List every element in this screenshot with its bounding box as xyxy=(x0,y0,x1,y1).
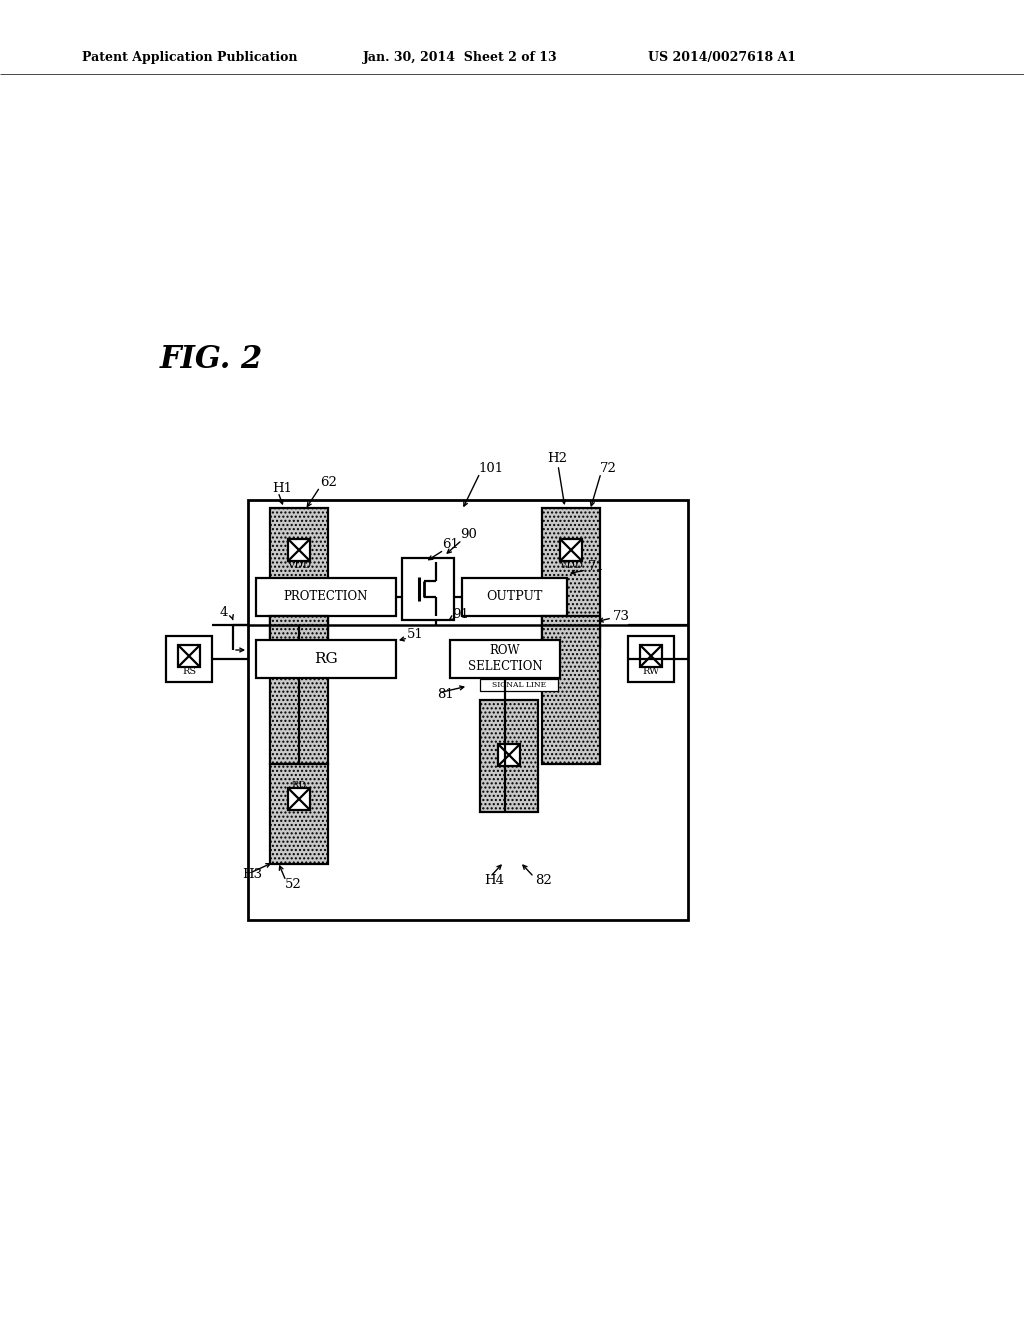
Bar xyxy=(542,616,600,764)
Text: RS: RS xyxy=(182,668,196,676)
Text: PROTECTION: PROTECTION xyxy=(284,590,369,603)
Bar xyxy=(178,645,200,667)
Bar xyxy=(450,640,560,678)
Bar xyxy=(270,764,328,865)
Text: OUTPUT: OUTPUT xyxy=(486,590,543,603)
Text: H1: H1 xyxy=(272,482,292,495)
Text: VDD: VDD xyxy=(559,561,583,570)
Text: SELECTION: SELECTION xyxy=(468,660,543,673)
Bar xyxy=(256,640,396,678)
Text: SIGNAL LINE: SIGNAL LINE xyxy=(492,681,546,689)
Text: 81: 81 xyxy=(437,689,454,701)
Text: 72: 72 xyxy=(600,462,616,474)
Text: 4: 4 xyxy=(219,606,228,619)
Text: VDD: VDD xyxy=(287,561,311,570)
Bar xyxy=(480,700,538,812)
Bar xyxy=(480,678,558,690)
Text: RD: RD xyxy=(292,780,306,789)
Bar xyxy=(498,744,520,766)
Bar xyxy=(462,578,567,616)
Bar xyxy=(288,539,310,561)
Bar xyxy=(628,636,674,682)
Bar xyxy=(256,578,396,616)
Text: H2: H2 xyxy=(547,451,567,465)
Text: 71: 71 xyxy=(588,561,605,573)
Text: 90: 90 xyxy=(460,528,477,541)
Bar xyxy=(402,558,454,620)
Bar xyxy=(640,645,662,667)
Bar xyxy=(166,636,212,682)
Text: 62: 62 xyxy=(319,477,337,490)
Bar xyxy=(270,508,328,648)
Text: 52: 52 xyxy=(285,878,302,891)
Text: 61: 61 xyxy=(442,539,459,552)
Text: US 2014/0027618 A1: US 2014/0027618 A1 xyxy=(648,50,796,63)
Text: H3: H3 xyxy=(242,869,262,882)
Text: Jan. 30, 2014  Sheet 2 of 13: Jan. 30, 2014 Sheet 2 of 13 xyxy=(362,50,558,63)
Text: FIG. 2: FIG. 2 xyxy=(160,345,263,375)
Text: H4: H4 xyxy=(484,874,504,887)
Bar xyxy=(288,788,310,810)
Text: 101: 101 xyxy=(478,462,503,474)
Text: 51: 51 xyxy=(407,628,424,642)
Bar xyxy=(542,508,600,648)
Text: RW: RW xyxy=(642,668,659,676)
Text: ROW: ROW xyxy=(489,644,520,657)
Bar xyxy=(560,539,582,561)
Bar xyxy=(248,500,688,920)
Text: 82: 82 xyxy=(535,874,552,887)
Text: 73: 73 xyxy=(613,610,630,623)
Text: RG: RG xyxy=(314,652,338,667)
Bar xyxy=(270,616,328,764)
Text: Patent Application Publication: Patent Application Publication xyxy=(82,50,298,63)
Text: 91: 91 xyxy=(452,609,469,622)
